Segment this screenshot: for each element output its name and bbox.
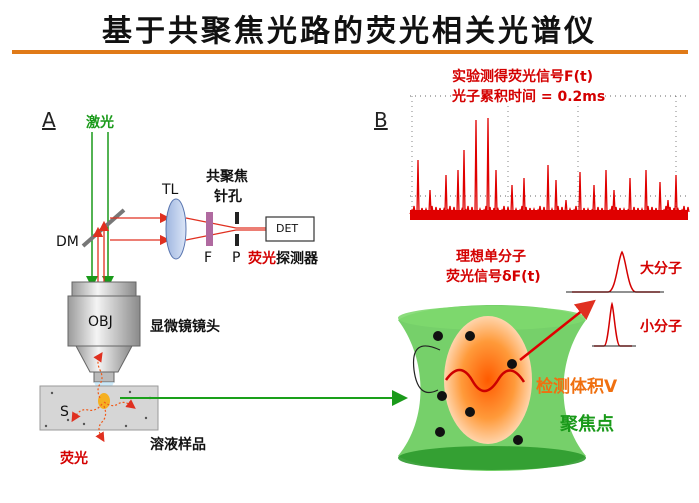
pinhole-label-1: 共聚焦	[206, 169, 248, 185]
pinhole-label-2: 针孔	[214, 189, 242, 205]
ideal-label-1: 理想单分子	[456, 249, 526, 265]
sample-label: 溶液样品	[150, 437, 206, 453]
pinhole-p-label: P	[232, 250, 241, 266]
obj-label: OBJ	[88, 314, 113, 330]
big-molecule-label: 大分子	[640, 261, 682, 277]
detector-label-prefix: 荧光	[248, 251, 276, 267]
objective-label: 显微镜镜头	[150, 319, 220, 335]
detector-label: 荧光探测器	[248, 248, 318, 268]
focus-label: 聚焦点	[560, 414, 614, 435]
filter	[206, 212, 213, 246]
peak-plots	[566, 250, 664, 347]
emission-wave-up	[93, 352, 103, 399]
detector-box-label: DET	[276, 222, 299, 235]
signal-title-2: 光子累积时间 = 0.2ms	[452, 86, 606, 106]
signal-title-1: 实验测得荧光信号F(t)	[452, 69, 594, 85]
detector-label-suffix: 探测器	[276, 251, 318, 267]
emission-converge-bottom	[185, 229, 272, 241]
detector-box	[265, 216, 315, 242]
objective-tip	[75, 345, 133, 373]
panel-b-label: B	[374, 108, 388, 132]
title-underline	[12, 50, 688, 54]
objective-front-lens	[93, 371, 115, 383]
emission-wave-left	[71, 403, 103, 423]
dm-label: DM	[56, 234, 79, 250]
emission-wave-right	[103, 399, 136, 409]
volume-to-peak-arrow	[519, 299, 596, 361]
pinhole-lower	[235, 234, 239, 246]
emission-wave-down	[95, 405, 107, 443]
panel-a-label: A	[42, 108, 56, 132]
objective-body	[67, 295, 141, 347]
volume-label: 检测体积V	[536, 377, 618, 397]
emission-converge-top	[185, 217, 272, 229]
signal-plot	[409, 95, 690, 220]
page-title: 基于共聚焦光路的荧光相关光谱仪	[102, 14, 597, 49]
ideal-label-2: 荧光信号δF(t)	[446, 269, 541, 285]
tube-lens	[165, 198, 187, 260]
s-label: S	[60, 404, 69, 420]
filter-label: F	[204, 250, 213, 266]
laser-label: 激光	[86, 115, 114, 131]
objective-cap	[71, 281, 137, 297]
small-molecule-label: 小分子	[640, 319, 682, 335]
pinhole-upper	[235, 212, 239, 224]
fluorescence-label: 荧光	[60, 451, 88, 467]
tl-label: TL	[162, 182, 179, 198]
